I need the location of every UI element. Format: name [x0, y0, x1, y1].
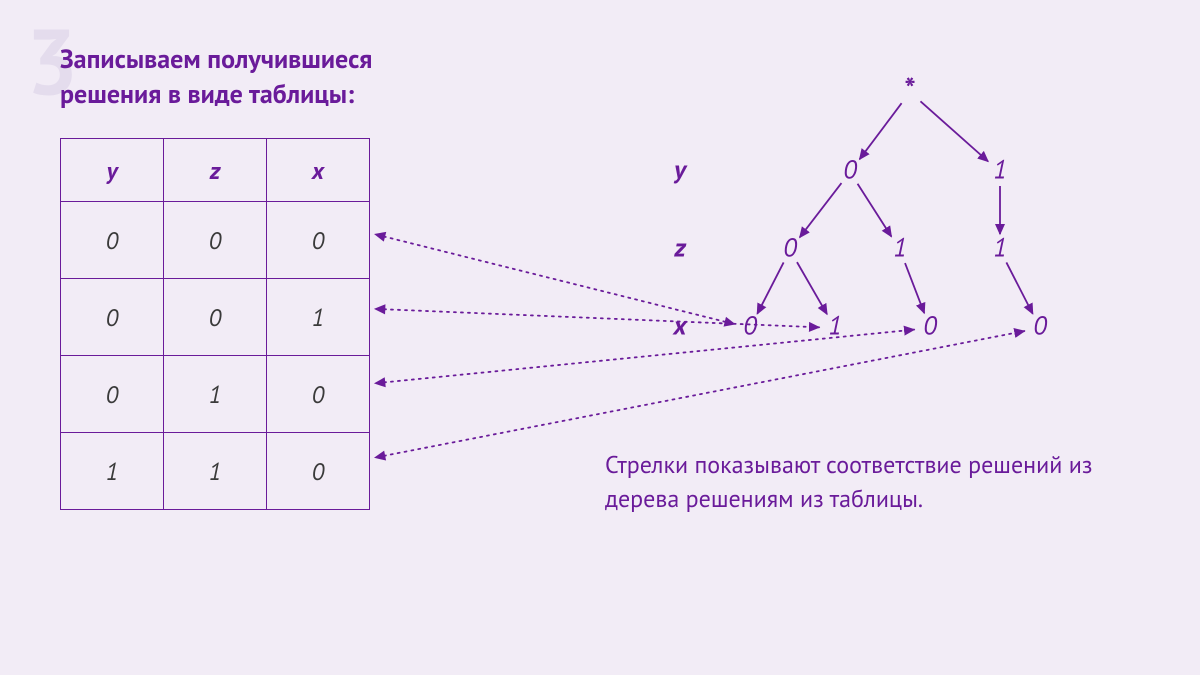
correspondence-arrow [384, 309, 819, 327]
cell: 0 [267, 202, 370, 279]
tree-var-label: y [673, 154, 688, 187]
tree-node: 0 [923, 310, 937, 343]
tree-edge [757, 262, 783, 313]
table-row: 1 1 0 [61, 433, 370, 510]
cell: 0 [164, 279, 267, 356]
correspondence-arrow [384, 236, 735, 324]
diagram-caption: Стрелки показывают соответствие решений … [605, 448, 1145, 515]
heading-line-1: Записываем получившиеся [60, 43, 372, 76]
heading-line-2: решения в виде таблицы: [60, 78, 354, 111]
tree-edge [858, 184, 892, 237]
table-row: 0 0 1 [61, 279, 370, 356]
tree-node: 0 [1033, 310, 1047, 343]
cell: 1 [267, 279, 370, 356]
tree-node: * [904, 70, 915, 109]
cell: 1 [164, 433, 267, 510]
tree-edges [757, 101, 1032, 314]
tree-node: 1 [993, 154, 1007, 187]
col-header: x [267, 139, 370, 202]
col-header: z [164, 139, 267, 202]
cell: 0 [61, 202, 164, 279]
correspondence-arrows [384, 236, 1024, 455]
tree-nodes: * 0 1 0 1 1 0 1 0 0 [743, 70, 1047, 343]
tree-edge [800, 183, 842, 237]
correspondence-arrow [384, 331, 1024, 456]
tree-node: 0 [843, 154, 857, 187]
tree-var-label: x [672, 310, 689, 343]
tree-var-labels: y z x [672, 154, 689, 343]
cell: 0 [164, 202, 267, 279]
tree-edge [920, 101, 988, 161]
col-header: y [61, 139, 164, 202]
tree-node: 1 [893, 232, 907, 265]
cell: 0 [61, 356, 164, 433]
cell: 0 [267, 433, 370, 510]
correspondence-arrow [384, 330, 914, 383]
cell: 0 [61, 279, 164, 356]
tree-edge [905, 263, 924, 313]
tree-edge [1006, 262, 1032, 313]
tree-node: 0 [743, 310, 757, 343]
table-row: 0 0 0 [61, 202, 370, 279]
page-title: Записываем получившиеся решения в виде т… [60, 42, 372, 112]
cell: 0 [267, 356, 370, 433]
cell: 1 [164, 356, 267, 433]
tree-edge [797, 262, 827, 314]
table-row: 0 1 0 [61, 356, 370, 433]
tree-var-label: z [673, 232, 687, 265]
tree-node: 0 [783, 232, 797, 265]
tree-node: 1 [828, 310, 842, 343]
solution-table: y z x 0 0 0 0 0 1 0 1 0 1 1 0 [60, 138, 370, 510]
tree-edge [860, 103, 902, 159]
table-header-row: y z x [61, 139, 370, 202]
cell: 1 [61, 433, 164, 510]
tree-node: 1 [993, 232, 1007, 265]
